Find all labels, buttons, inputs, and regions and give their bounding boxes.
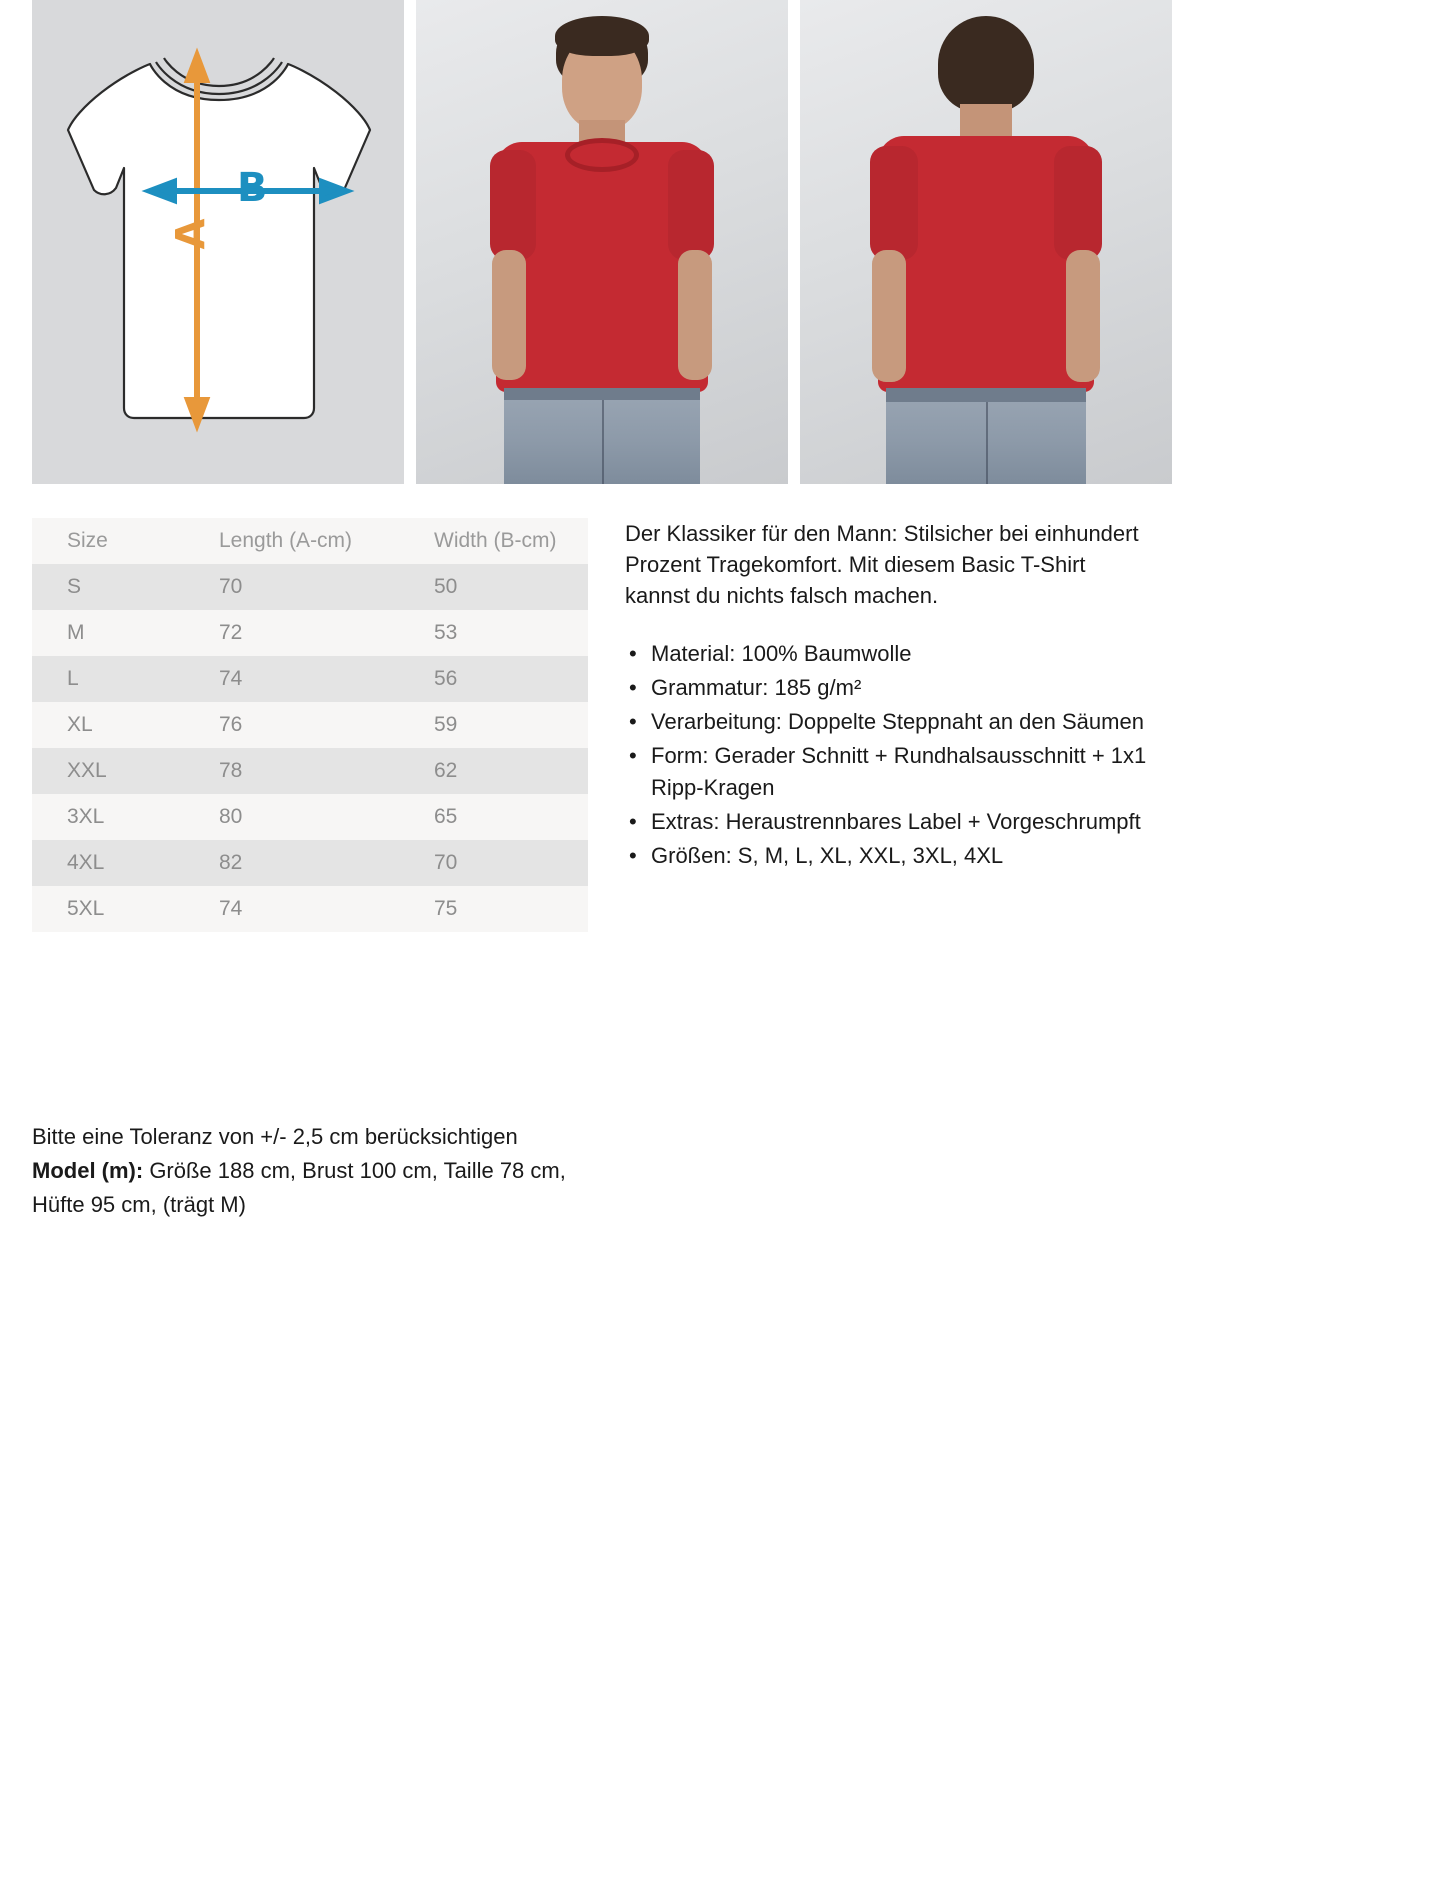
cell-size: M: [67, 621, 85, 644]
model-back-panel: [800, 0, 1172, 484]
product-image-gallery: B A: [32, 0, 1172, 484]
table-row: 4XL 82 70: [32, 840, 588, 886]
tolerance-note: Bitte eine Toleranz von +/- 2,5 cm berüc…: [32, 1124, 518, 1149]
list-item: Größen: S, M, L, XL, XXL, 3XL, 4XL: [629, 840, 1155, 871]
cell-width: 50: [434, 575, 458, 598]
cell-size: L: [67, 667, 79, 690]
description-intro: Der Klassiker für den Mann: Stilsicher b…: [625, 521, 1139, 609]
cell-size: 3XL: [67, 805, 105, 828]
cell-width: 59: [434, 713, 458, 736]
measurement-notes: Bitte eine Toleranz von +/- 2,5 cm berüc…: [32, 1120, 598, 1222]
cell-width: 65: [434, 805, 458, 828]
cell-length: 82: [219, 851, 243, 874]
list-item: Grammatur: 185 g/m²: [629, 672, 1155, 703]
list-item: Material: 100% Baumwolle: [629, 638, 1155, 669]
cell-size: XL: [67, 713, 93, 736]
column-header-width: Width (B-cm): [399, 518, 588, 564]
cell-length: 74: [219, 667, 243, 690]
table-row: XL 76 59: [32, 702, 588, 748]
cell-length: 74: [219, 897, 243, 920]
width-arrow-b-icon: [141, 177, 355, 205]
list-item: Form: Gerader Schnitt + Rundhalsausschni…: [629, 740, 1155, 802]
length-arrow-a-icon: [183, 47, 211, 433]
table-row: L 74 56: [32, 656, 588, 702]
model-front-panel: [416, 0, 788, 484]
cell-size: S: [67, 575, 82, 598]
tshirt-outline-icon: [66, 47, 372, 433]
table-row: M 72 53: [32, 610, 588, 656]
size-chart-body: S 70 50 M 72 53 L 74 56 XL 76 59 XXL 78: [32, 564, 588, 932]
table-row: XXL 78 62: [32, 748, 588, 794]
cell-size: XXL: [67, 759, 107, 782]
cell-length: 80: [219, 805, 243, 828]
product-description: Der Klassiker für den Mann: Stilsicher b…: [625, 518, 1155, 874]
cell-width: 53: [434, 621, 458, 644]
cell-length: 76: [219, 713, 243, 736]
list-item: Extras: Heraustrennbares Label + Vorgesc…: [629, 806, 1155, 837]
table-header-row: Size Length (A-cm) Width (B-cm): [32, 518, 588, 564]
size-diagram-panel: B A: [32, 0, 404, 484]
list-item: Verarbeitung: Doppelte Steppnaht an den …: [629, 706, 1155, 737]
size-chart-head: Size Length (A-cm) Width (B-cm): [32, 518, 588, 564]
model-note: Model (m): Größe 188 cm, Brust 100 cm, T…: [32, 1154, 598, 1222]
cell-length: 78: [219, 759, 243, 782]
diagram-label-a: A: [168, 218, 215, 250]
model-label: Model (m):: [32, 1158, 144, 1184]
cell-width: 56: [434, 667, 458, 690]
cell-width: 75: [434, 897, 458, 920]
table-row: S 70 50: [32, 564, 588, 610]
cell-length: 72: [219, 621, 243, 644]
cell-length: 70: [219, 575, 243, 598]
model-back-photo: [800, 0, 1172, 484]
table-row: 3XL 80 65: [32, 794, 588, 840]
model-front-photo: [416, 0, 788, 484]
model-measurements: Größe 188 cm, Brust 100 cm, Taille 78 cm…: [32, 1158, 566, 1218]
size-chart-table: Size Length (A-cm) Width (B-cm) S 70 50 …: [32, 518, 588, 932]
cell-width: 62: [434, 759, 458, 782]
diagram-label-b: B: [237, 165, 268, 211]
cell-size: 4XL: [67, 851, 105, 874]
product-feature-list: Material: 100% Baumwolle Grammatur: 185 …: [625, 638, 1155, 872]
column-header-size: Size: [32, 518, 184, 564]
cell-width: 70: [434, 851, 458, 874]
column-header-length: Length (A-cm): [184, 518, 399, 564]
cell-size: 5XL: [67, 897, 105, 920]
table-row: 5XL 74 75: [32, 886, 588, 932]
